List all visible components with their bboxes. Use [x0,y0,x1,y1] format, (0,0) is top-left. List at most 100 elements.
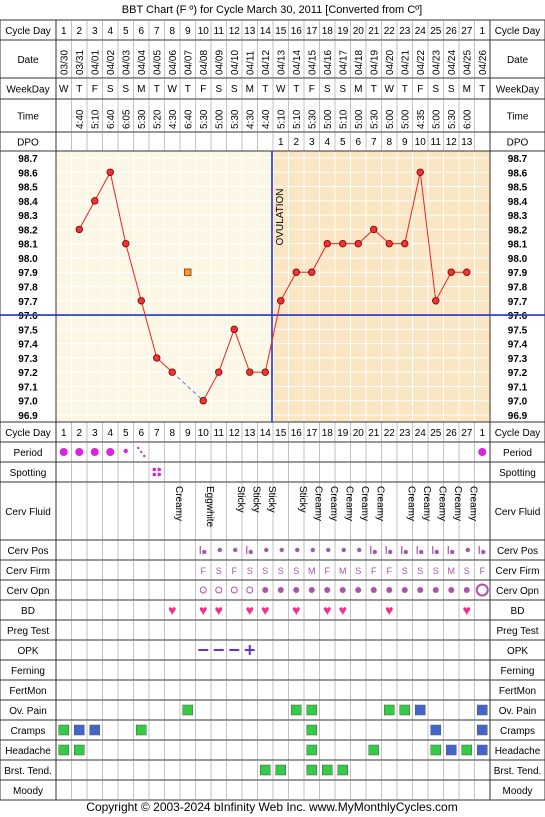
time-label: 5:30 [447,109,458,129]
cerv-opn-open [475,583,489,597]
cycle-day-number: 21 [368,26,380,37]
time-label: 4:40 [261,109,272,129]
temperature-line [280,271,297,302]
cerv-opn-medium [417,587,424,593]
cerv-opn-medium [277,587,284,593]
headache-square [477,744,488,756]
brst-tend-square [322,764,333,776]
cycle-day-number: 1 [61,26,67,37]
cycle-day-number: 25 [430,26,442,37]
temperature-point [215,368,223,376]
y-tick-label-right: 98.5 [508,183,528,194]
time-label: 4:30 [168,109,179,129]
time-label: 5:10 [292,109,303,129]
weekday-label: S [432,84,439,95]
cerv-firm-letter: S [216,566,222,576]
time-label: 5:30 [137,109,148,129]
bd-heart-icon: ♥ [463,602,471,618]
date-label: 04/06 [168,50,179,75]
date-right-cell [489,39,545,79]
cerv-opn-closed [246,586,254,594]
cerv-opn-medium [308,587,315,593]
cerv-pos-dot [434,549,439,555]
y-tick-label-left: 97.5 [18,325,38,336]
date-label: 04/23 [431,50,442,75]
chart-title: BBT Chart (F º) for Cycle March 30, 2011… [122,4,422,16]
date-label: 04/10 [230,50,241,75]
spotting-dot [157,472,162,477]
cerv-firm-letter: M [448,566,456,576]
temperature-point [199,397,207,405]
temperature-point [432,297,440,305]
cycle-day-number: 11 [214,26,225,37]
ov-pain-square [477,704,488,716]
time-label: 4:35 [416,109,427,129]
cycle-day-number: 12 [229,428,241,439]
dpo-number: 11 [431,137,442,148]
cerv-firm-label-left: Cerv Firm [6,566,50,577]
cerv-opn-closed [215,586,223,594]
weekday-label: S [231,84,238,95]
cerv-pos-dot [403,549,408,555]
ov-pain-square [306,704,317,716]
date-label: 04/17 [338,50,349,75]
dpo-number: 13 [461,137,473,148]
cycle-day-number: 15 [275,26,287,37]
cycle-day-number: 22 [384,26,396,37]
cerv-pos-dot [233,547,238,553]
y-tick-label-left: 97.3 [18,354,38,365]
cerv-firm-letter: F [325,566,331,576]
weekday-label-right: WeekDay [496,85,539,96]
temperature-line [435,271,452,302]
weekday-label: M [463,84,471,95]
spotting-dot [157,467,162,472]
headache-label-left: Headache [5,746,51,757]
date-label: 04/01 [90,50,101,75]
cerv-opn-medium [386,587,393,593]
spotting-dot [152,467,157,472]
dpo-number: 8 [386,137,392,148]
cycle-day-bottom-label-right: Cycle Day [495,428,541,439]
cerv-pos-dot [372,549,377,555]
y-tick-label-left: 98.5 [18,183,38,194]
bd-label-left: BD [21,606,35,617]
time-label: 6:00 [462,109,473,129]
date-label: 04/22 [416,50,427,75]
cerv-pos-dot [481,549,486,555]
brst-tend-label-left: Brst. Tend. [4,766,52,777]
cerv-opn-medium [401,587,408,593]
preg-test-label-right: Preg Test [496,626,538,637]
weekday-label: S [122,84,129,95]
brst-tend-square [337,764,348,776]
time-label: 5:00 [323,109,334,129]
time-label: 5:00 [385,109,396,129]
time-label: 6:40 [106,109,117,129]
y-tick-label-left: 98.1 [18,240,38,251]
temperature-point [106,168,114,176]
cramps-square [306,724,317,736]
temperature-point [385,239,393,248]
cycle-day-number: 20 [353,26,365,37]
cycle-day-number: 23 [399,428,411,439]
cerv-pos-dot [295,547,300,553]
ov-pain-square [399,704,410,716]
cycle-day-number: 8 [169,26,175,37]
y-tick-label-right: 98.3 [508,211,528,222]
temperature-line [264,300,282,373]
weekday-label: M [137,84,145,95]
temperature-point [91,197,99,205]
cycle-day-number: 3 [92,26,98,37]
date-label: 04/13 [276,50,287,75]
cerv-pos-dot [388,549,393,555]
y-tick-label-left: 97.9 [18,268,38,279]
cerv-pos-dot [465,547,470,553]
date-label: 04/03 [121,50,132,75]
cerv-pos-dot [326,547,331,553]
cerv-pos-dot [450,549,455,555]
weekday-label: F [309,84,315,95]
cycle-day-number: 19 [337,428,349,439]
cerv-fluid-label: Eggwhite [204,486,215,528]
temperature-line [202,371,220,401]
cerv-firm-letter: S [417,566,423,576]
weekday-label: T [76,84,82,95]
